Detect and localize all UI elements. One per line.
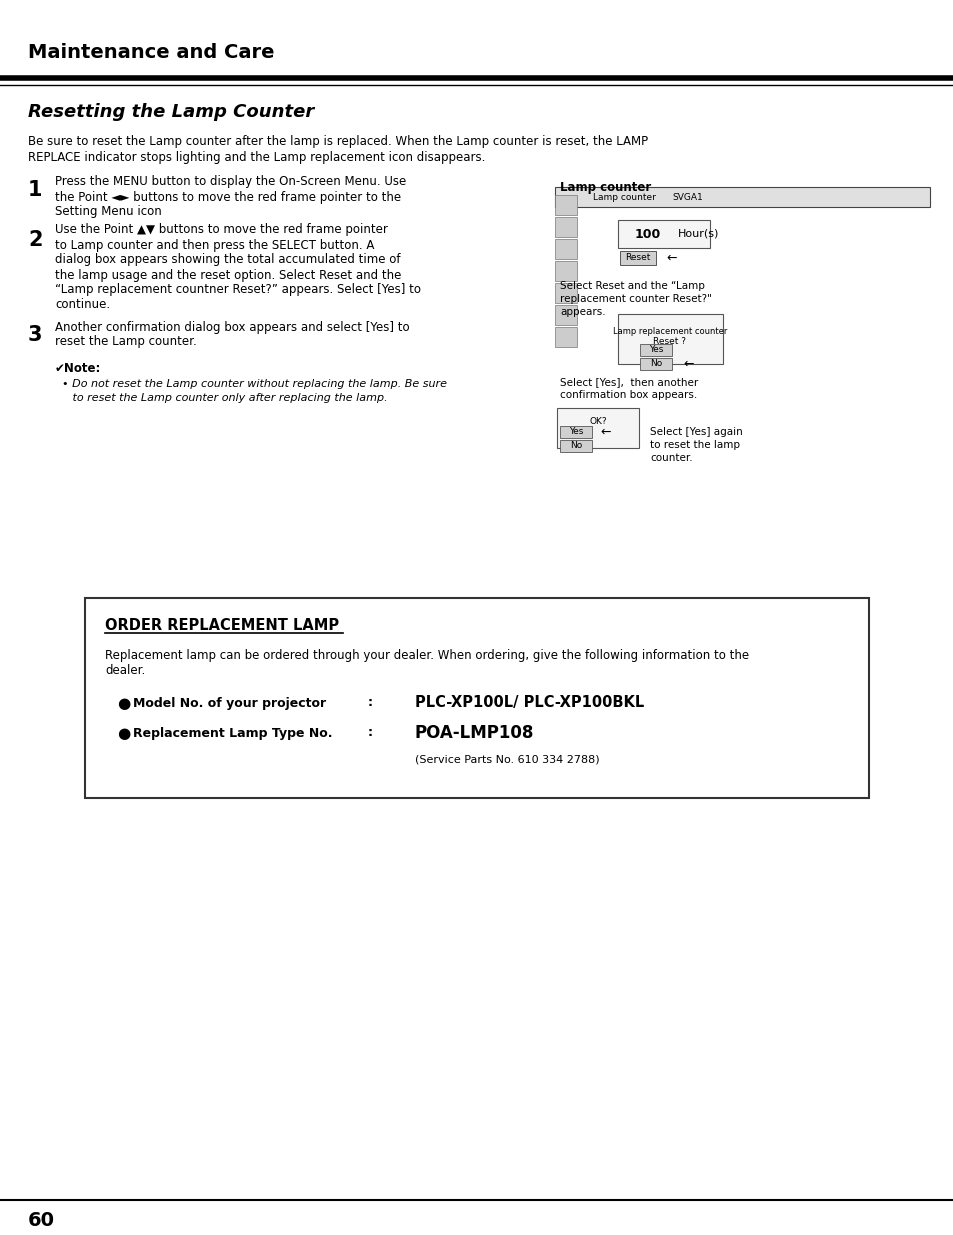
Text: Select Reset and the “Lamp: Select Reset and the “Lamp [559,282,704,291]
Text: Hour(s): Hour(s) [678,228,719,240]
Text: 60: 60 [28,1210,55,1230]
Text: ●: ● [117,695,131,710]
Text: “Lamp replacement countner Reset?” appears. Select [Yes] to: “Lamp replacement countner Reset?” appea… [55,284,420,296]
Text: the lamp usage and the reset option. Select Reset and the: the lamp usage and the reset option. Sel… [55,268,401,282]
Text: dealer.: dealer. [105,664,145,678]
Text: ←: ← [599,426,610,438]
Text: :: : [368,697,373,709]
Text: Replacement lamp can be ordered through your dealer. When ordering, give the fol: Replacement lamp can be ordered through … [105,648,748,662]
Text: Yes: Yes [648,346,662,354]
Text: counter.: counter. [649,453,692,463]
Text: PLC-XP100L/ PLC-XP100BKL: PLC-XP100L/ PLC-XP100BKL [415,695,643,710]
Text: ←: ← [682,357,693,370]
Text: the Point ◄► buttons to move the red frame pointer to the: the Point ◄► buttons to move the red fra… [55,190,400,204]
Text: Reset ?: Reset ? [653,337,686,347]
Text: Setting Menu icon: Setting Menu icon [55,205,162,219]
Bar [555,261,577,282]
Bar [619,251,656,266]
Text: Lamp replacement counter: Lamp replacement counter [612,327,726,336]
Text: Reset: Reset [624,253,650,263]
Bar [559,426,592,438]
Text: SVGA1: SVGA1 [671,193,702,201]
Text: Lamp counter: Lamp counter [559,182,651,194]
Text: to reset the Lamp counter only after replacing the lamp.: to reset the Lamp counter only after rep… [62,393,387,403]
Text: 1: 1 [28,180,43,200]
Text: Press the MENU button to display the On-Screen Menu. Use: Press the MENU button to display the On-… [55,175,406,189]
Text: 100: 100 [635,227,660,241]
Text: No: No [569,441,581,451]
Text: to reset the lamp: to reset the lamp [649,440,740,450]
Text: appears.: appears. [559,308,605,317]
Text: Select [Yes] again: Select [Yes] again [649,427,742,437]
Bar [85,598,868,798]
Text: reset the Lamp counter.: reset the Lamp counter. [55,336,196,348]
Text: OK?: OK? [589,417,606,426]
Text: Select [Yes],  then another: Select [Yes], then another [559,377,698,387]
Text: dialog box appears showing the total accumulated time of: dialog box appears showing the total acc… [55,253,400,267]
Text: 2: 2 [28,230,43,249]
Text: 3: 3 [28,325,43,345]
Bar [559,440,592,452]
Bar [555,240,577,259]
Bar [555,327,577,347]
Bar [555,195,577,215]
Bar [618,314,722,364]
Text: ←: ← [665,252,676,264]
Text: Resetting the Lamp Counter: Resetting the Lamp Counter [28,103,314,121]
Text: confirmation box appears.: confirmation box appears. [559,390,697,400]
Text: continue.: continue. [55,299,110,311]
Text: ORDER REPLACEMENT LAMP: ORDER REPLACEMENT LAMP [105,619,338,634]
Bar [639,358,671,370]
Text: POA-LMP108: POA-LMP108 [415,724,534,742]
Text: REPLACE indicator stops lighting and the Lamp replacement icon disappears.: REPLACE indicator stops lighting and the… [28,152,485,164]
Bar [555,217,577,237]
Bar [618,220,709,248]
Text: ✔Note:: ✔Note: [55,362,101,374]
Text: replacement counter Reset?": replacement counter Reset?" [559,294,711,304]
Text: (Service Parts No. 610 334 2788): (Service Parts No. 610 334 2788) [415,755,599,764]
Text: Replacement Lamp Type No.: Replacement Lamp Type No. [132,726,333,740]
Text: Yes: Yes [568,427,582,436]
Text: to Lamp counter and then press the SELECT button. A: to Lamp counter and then press the SELEC… [55,238,374,252]
Bar [639,345,671,356]
Text: Maintenance and Care: Maintenance and Care [28,42,274,62]
Bar [557,408,639,448]
Text: Another confirmation dialog box appears and select [Yes] to: Another confirmation dialog box appears … [55,321,409,333]
Text: :: : [368,726,373,740]
Text: Be sure to reset the Lamp counter after the lamp is replaced. When the Lamp coun: Be sure to reset the Lamp counter after … [28,136,647,148]
Text: ●: ● [117,725,131,741]
Bar [555,186,929,207]
Text: Use the Point ▲▼ buttons to move the red frame pointer: Use the Point ▲▼ buttons to move the red… [55,224,388,236]
Bar [555,283,577,303]
Text: Model No. of your projector: Model No. of your projector [132,697,326,709]
Text: No: No [649,359,661,368]
Text: • Do not reset the Lamp counter without replacing the lamp. Be sure: • Do not reset the Lamp counter without … [62,379,447,389]
Bar [555,305,577,325]
Text: Lamp counter: Lamp counter [593,193,655,201]
